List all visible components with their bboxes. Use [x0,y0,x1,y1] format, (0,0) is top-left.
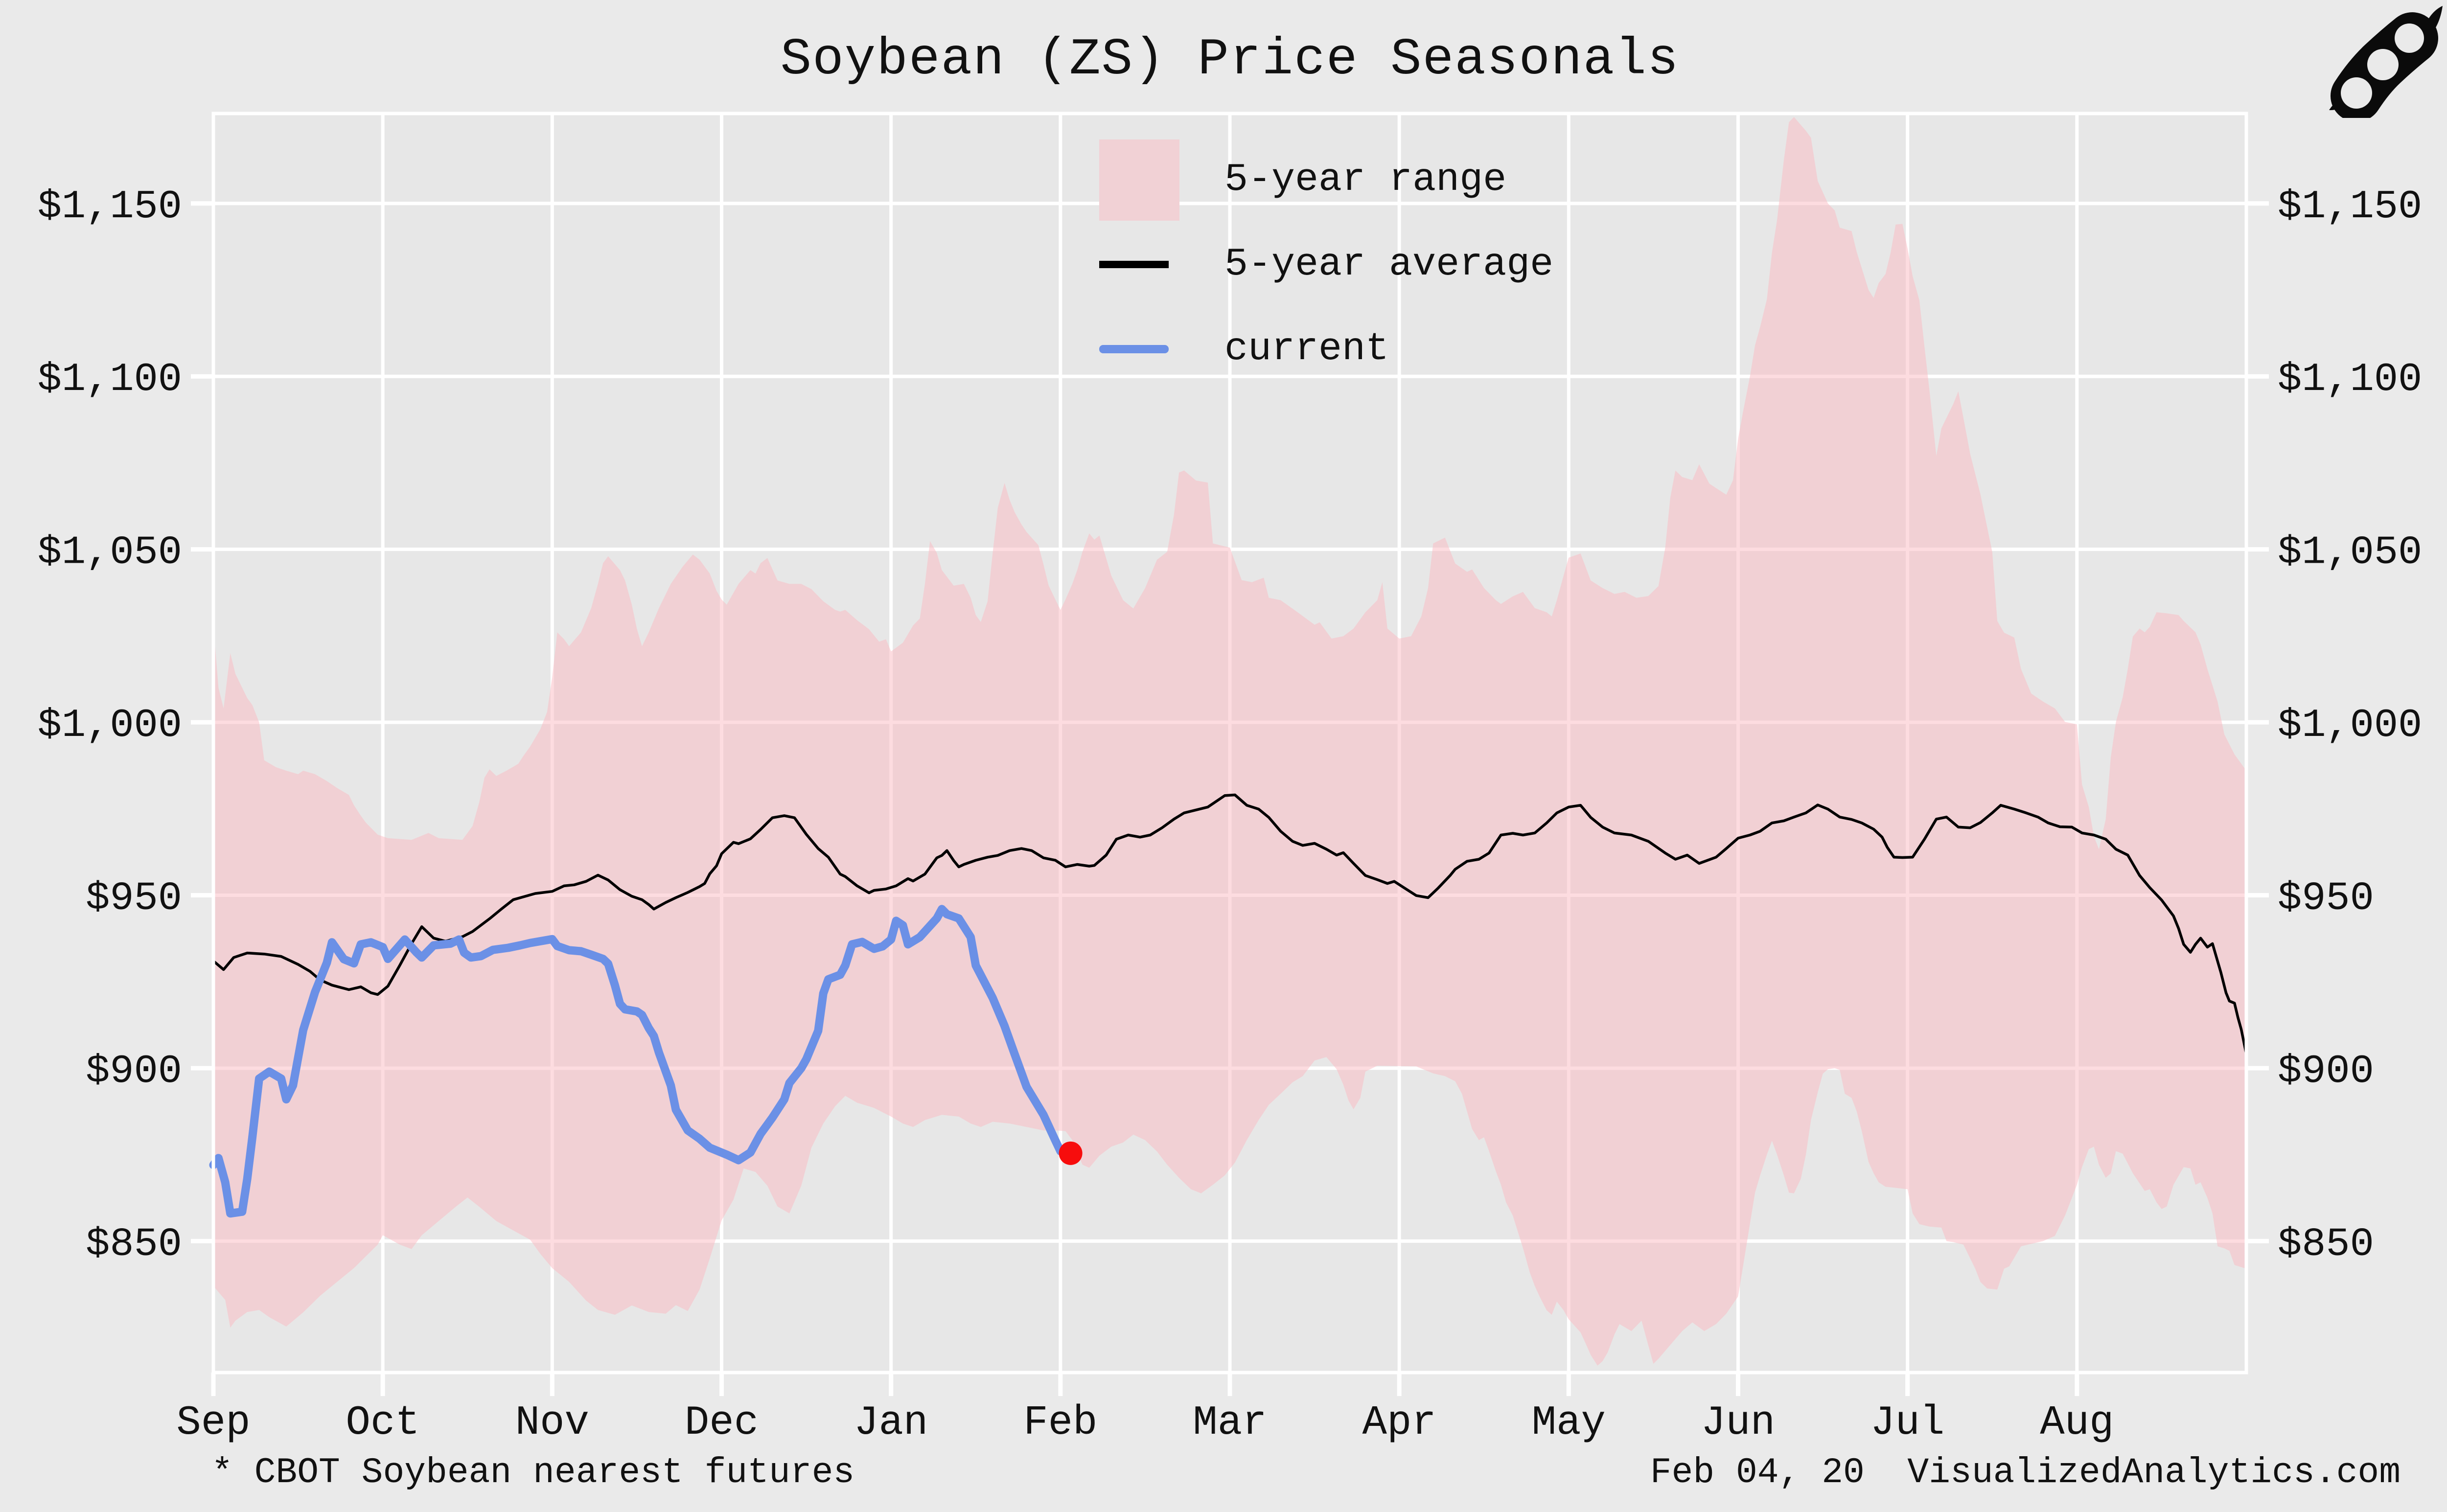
soybean-pod-icon [2329,6,2443,122]
x-tick-label: Oct [346,1400,420,1446]
y-tick-label-right: $1,050 [2278,530,2422,575]
y-tick-label-right: $1,100 [2278,357,2422,402]
legend: 5-year range 5-year average current [1099,137,1553,391]
x-tick-label: Jul [1870,1400,1944,1446]
x-tick-label: Apr [1362,1400,1436,1446]
average-line-swatch [1099,261,1169,268]
x-tick-label: Nov [515,1400,589,1446]
current-line [209,905,1075,1218]
x-tick-label: Jan [854,1400,928,1446]
y-tick-label-left: $1,000 [38,703,182,748]
legend-item-current: current [1099,307,1553,391]
y-tick-label-left: $850 [86,1221,182,1267]
x-tick-label: Sep [176,1400,250,1446]
y-tick-label-left: $1,150 [38,184,182,229]
x-tick-label: Dec [685,1400,759,1446]
y-tick-label-left: $900 [86,1049,182,1094]
x-tick-label: Aug [2040,1400,2114,1446]
y-tick-label-left: $1,050 [38,530,182,575]
y-tick-label-right: $950 [2278,876,2374,921]
current-endpoint-dot [1059,1141,1083,1165]
footer-date-brand: Feb 04, 20 VisualizedAnalytics.com [1650,1452,2401,1493]
chart-title: Soybean (ZS) Price Seasonals [780,30,1680,89]
x-tick-label: Feb [1023,1400,1097,1446]
range-band-swatch [1099,139,1179,221]
legend-item-average: 5-year average [1099,222,1553,307]
y-tick-label-left: $950 [86,876,182,921]
brand-logo [2326,3,2444,122]
legend-item-range: 5-year range [1099,137,1553,222]
y-tick-label-right: $850 [2278,1221,2374,1267]
legend-label-range: 5-year range [1224,158,1507,202]
x-tick-label: May [1532,1400,1606,1446]
y-tick-label-right: $900 [2278,1049,2374,1094]
footnote: * CBOT Soybean nearest futures [211,1452,855,1493]
y-tick-label-left: $1,100 [38,357,182,402]
x-tick-label: Jun [1701,1400,1775,1446]
y-tick-label-right: $1,150 [2278,184,2422,229]
range-band [213,117,2246,1366]
legend-label-average: 5-year average [1224,242,1554,287]
legend-label-current: current [1224,327,1389,371]
average-line [212,793,2248,1055]
x-tick-label: Mar [1193,1400,1267,1446]
y-tick-label-right: $1,000 [2278,703,2422,748]
current-line-swatch [1099,345,1169,353]
